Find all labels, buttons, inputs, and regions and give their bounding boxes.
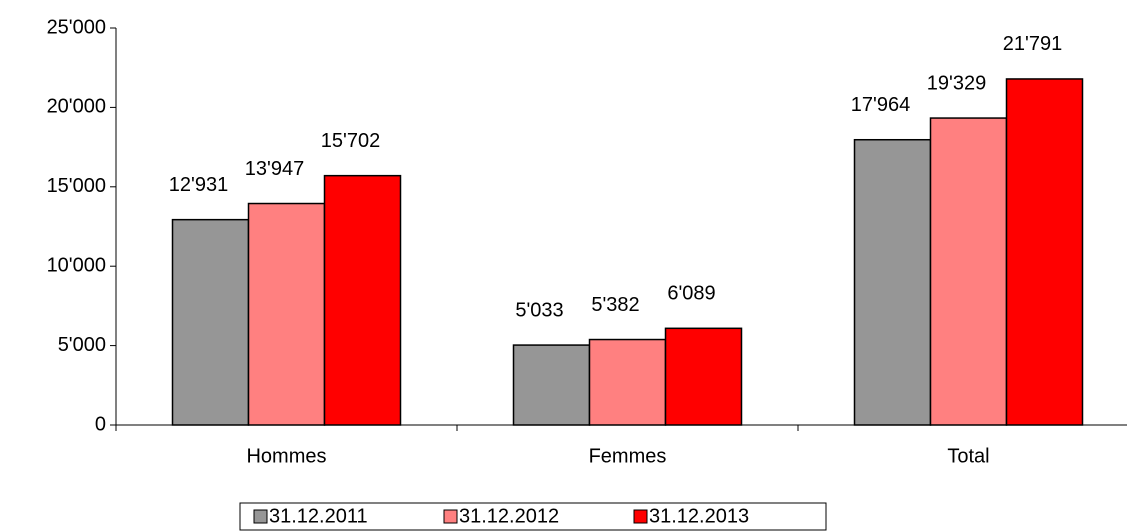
legend-swatch (633, 509, 648, 524)
x-tick-label: Femmes (589, 445, 667, 467)
value-label: 17'964 (851, 94, 910, 116)
x-tick-label: Hommes (246, 445, 326, 467)
value-label: 15'702 (321, 130, 380, 152)
legend-label: 31.12.2013 (649, 505, 749, 527)
value-label: 5'382 (591, 294, 639, 316)
y-tick-label: 0 (95, 413, 106, 435)
y-tick-label: 5'000 (58, 334, 106, 356)
bar (171, 218, 250, 426)
value-label: 12'931 (169, 174, 228, 196)
y-tick-label: 15'000 (47, 175, 106, 197)
value-label: 19'329 (927, 72, 986, 94)
x-tick-label: Total (947, 445, 989, 467)
bar (323, 174, 402, 426)
legend-label: 31.12.2011 (269, 505, 368, 527)
legend-swatch (253, 509, 268, 524)
value-label: 13'947 (245, 158, 304, 180)
bar (853, 138, 932, 426)
legend-label: 31.12.2012 (459, 505, 559, 527)
y-tick-label: 10'000 (47, 254, 106, 276)
value-label: 6'089 (667, 283, 715, 305)
y-tick-label: 20'000 (47, 96, 106, 118)
legend-swatch (443, 509, 458, 524)
legend-box (239, 502, 827, 531)
bar (929, 117, 1008, 426)
bar (588, 338, 667, 426)
bar (512, 344, 591, 426)
value-label: 5'033 (515, 299, 563, 321)
bar (247, 202, 326, 426)
value-label: 21'791 (1003, 33, 1062, 55)
bar (664, 327, 743, 426)
y-tick-label: 25'000 (47, 16, 106, 38)
bar (1005, 78, 1084, 426)
